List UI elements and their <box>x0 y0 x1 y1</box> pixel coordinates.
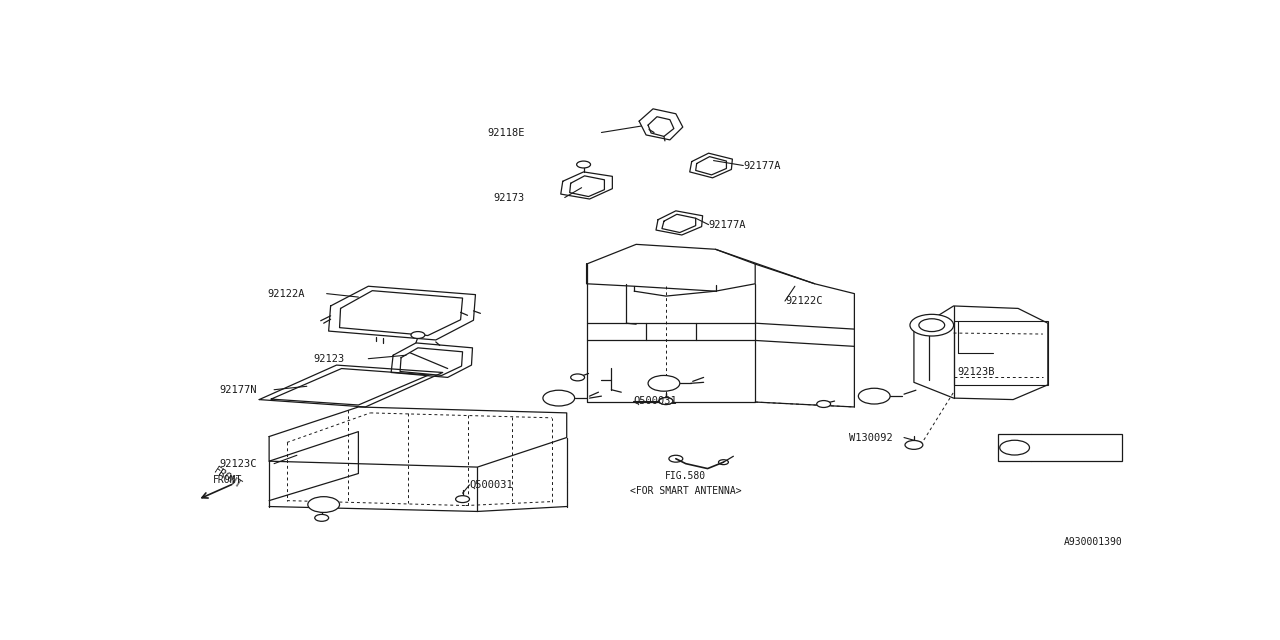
Text: 92118E: 92118E <box>488 129 525 138</box>
Circle shape <box>456 495 470 502</box>
Circle shape <box>910 314 954 336</box>
Text: 92177A: 92177A <box>744 161 781 172</box>
Text: FRONT: FRONT <box>212 475 242 485</box>
Text: 92122C: 92122C <box>785 296 823 306</box>
Text: 92123: 92123 <box>314 354 346 364</box>
Circle shape <box>659 397 673 404</box>
Circle shape <box>543 390 575 406</box>
Text: <FOR SMART ANTENNA>: <FOR SMART ANTENNA> <box>630 486 741 496</box>
Text: 1: 1 <box>556 393 562 403</box>
Text: 92123B: 92123B <box>957 367 995 378</box>
Text: 1: 1 <box>321 500 326 509</box>
Circle shape <box>1000 440 1029 455</box>
Circle shape <box>571 374 585 381</box>
Text: Q500031: Q500031 <box>470 480 513 490</box>
Text: W130092: W130092 <box>850 433 893 442</box>
Text: W130251: W130251 <box>1039 443 1083 452</box>
Text: 92177A: 92177A <box>709 220 746 230</box>
FancyBboxPatch shape <box>954 321 1048 385</box>
Circle shape <box>315 515 329 522</box>
Text: FIG.580: FIG.580 <box>666 471 707 481</box>
Circle shape <box>411 332 425 339</box>
Text: Q500031: Q500031 <box>634 396 677 406</box>
Circle shape <box>859 388 890 404</box>
Circle shape <box>307 497 339 513</box>
Text: 92173: 92173 <box>494 193 525 202</box>
Text: 1: 1 <box>660 378 667 388</box>
Text: 1: 1 <box>872 391 877 401</box>
Circle shape <box>648 376 680 391</box>
Circle shape <box>919 319 945 332</box>
FancyBboxPatch shape <box>998 434 1123 461</box>
Text: 1: 1 <box>1011 443 1018 452</box>
Circle shape <box>577 161 590 168</box>
Circle shape <box>905 440 923 449</box>
Circle shape <box>659 397 673 404</box>
Circle shape <box>817 401 831 408</box>
Text: 92123C: 92123C <box>220 459 257 468</box>
Text: 92122A: 92122A <box>268 289 305 299</box>
Text: A930001390: A930001390 <box>1064 538 1123 547</box>
Text: 92177N: 92177N <box>220 385 257 395</box>
Text: FRONT: FRONT <box>211 465 243 491</box>
